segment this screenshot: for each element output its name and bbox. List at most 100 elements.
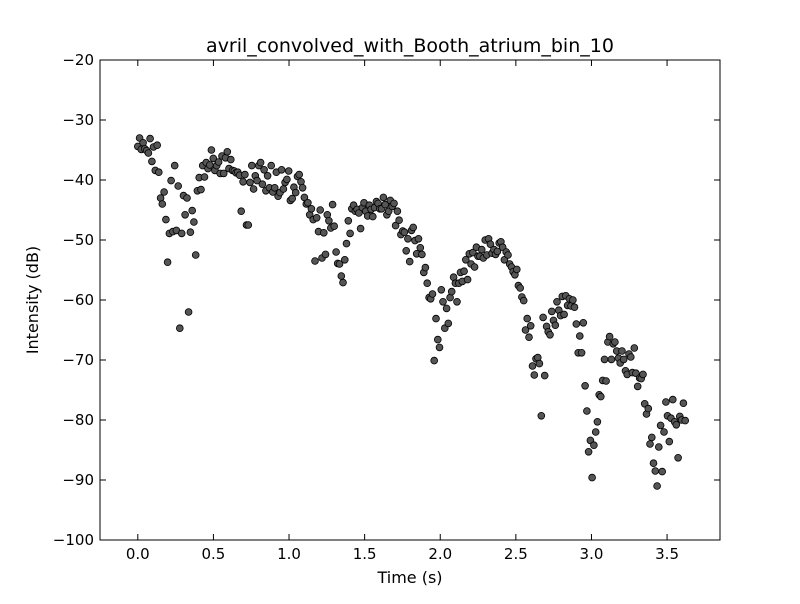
- data-point: [405, 257, 414, 266]
- y-tick-label: −60: [62, 291, 94, 309]
- y-axis-label: Intensity (dB): [23, 246, 42, 354]
- data-point: [679, 399, 688, 408]
- data-point: [176, 324, 184, 333]
- data-point: [332, 248, 340, 256]
- data-point: [355, 209, 363, 217]
- x-tick-label: 1.0: [277, 545, 301, 563]
- data-point: [525, 333, 533, 342]
- data-point: [539, 313, 547, 322]
- chart-title: avril_convolved_with_Booth_atrium_bin_10: [206, 35, 614, 57]
- data-point: [593, 417, 602, 426]
- data-point: [223, 148, 232, 156]
- data-point: [158, 200, 167, 208]
- data-point: [263, 172, 272, 180]
- data-point: [516, 284, 524, 292]
- data-point: [283, 175, 291, 184]
- data-point: [241, 170, 249, 179]
- x-tick-label: 2.5: [504, 545, 528, 563]
- x-tick-label: 3.5: [655, 545, 679, 563]
- data-point: [312, 214, 321, 222]
- data-point: [433, 335, 442, 344]
- data-point: [596, 392, 605, 401]
- data-point: [209, 154, 218, 163]
- data-point: [535, 359, 544, 368]
- data-point: [605, 332, 614, 341]
- data-point: [237, 207, 246, 216]
- data-point: [521, 326, 530, 334]
- y-tick-label: −70: [62, 351, 94, 369]
- data-point: [577, 348, 586, 357]
- data-point: [607, 355, 616, 364]
- data-point: [219, 169, 228, 178]
- data-point: [155, 168, 163, 177]
- data-point: [335, 260, 344, 268]
- data-point: [639, 370, 647, 379]
- data-point: [551, 321, 560, 330]
- data-point: [570, 303, 579, 312]
- data-point: [270, 184, 279, 192]
- data-point: [546, 330, 554, 339]
- data-point: [469, 248, 477, 257]
- data-point: [174, 182, 183, 190]
- data-point: [162, 215, 170, 224]
- data-point: [660, 428, 668, 436]
- data-point: [330, 222, 339, 231]
- data-point: [644, 404, 653, 413]
- data-point: [190, 218, 198, 226]
- data-point: [402, 247, 411, 255]
- data-point: [321, 250, 330, 259]
- data-point: [260, 166, 268, 174]
- data-point: [611, 338, 619, 346]
- data-point: [295, 170, 304, 179]
- data-point: [409, 223, 418, 232]
- data-point: [416, 244, 425, 252]
- data-point: [390, 199, 398, 208]
- data-point: [674, 453, 682, 462]
- data-point: [653, 482, 661, 490]
- x-tick-label: 2.0: [428, 545, 452, 563]
- data-point: [167, 176, 175, 185]
- data-point: [337, 272, 346, 280]
- data-point: [319, 229, 328, 237]
- data-point: [197, 185, 205, 194]
- x-tick-label: 1.5: [353, 545, 377, 563]
- data-point: [311, 257, 319, 265]
- data-point: [181, 211, 189, 219]
- x-tick-label: 0.5: [201, 545, 225, 563]
- data-point: [590, 441, 598, 450]
- data-point: [163, 258, 172, 267]
- data-point: [393, 207, 402, 216]
- data-point: [432, 314, 440, 323]
- data-point: [619, 355, 628, 364]
- data-point: [430, 356, 439, 365]
- data-point: [477, 245, 486, 254]
- data-point: [160, 188, 168, 196]
- data-point: [249, 185, 258, 193]
- data-point: [656, 421, 665, 430]
- data-point: [540, 371, 549, 380]
- data-point: [486, 240, 495, 249]
- data-point: [304, 199, 312, 207]
- data-point: [391, 221, 400, 230]
- data-point: [153, 141, 162, 150]
- data-point: [339, 278, 347, 287]
- data-point: [316, 206, 325, 214]
- data-point: [579, 318, 588, 327]
- data-point: [647, 433, 656, 442]
- y-tick-label: −80: [62, 411, 94, 429]
- data-point: [591, 428, 600, 436]
- x-axis-ticks: 0.0 0.5 1.0 1.5 2.0 2.5 3.0 3.5: [126, 60, 679, 563]
- data-point: [633, 382, 642, 391]
- y-tick-label: −100: [53, 531, 94, 549]
- data-point: [602, 377, 610, 385]
- data-point: [530, 371, 539, 379]
- data-point: [307, 205, 316, 213]
- plot-frame: [99, 59, 721, 541]
- y-axis-ticks: −100 −90 −80 −70 −60 −50 −40 −30 −20: [53, 51, 720, 549]
- data-point: [244, 221, 253, 229]
- data-point: [569, 296, 577, 304]
- data-point: [618, 347, 626, 355]
- data-point: [447, 287, 456, 296]
